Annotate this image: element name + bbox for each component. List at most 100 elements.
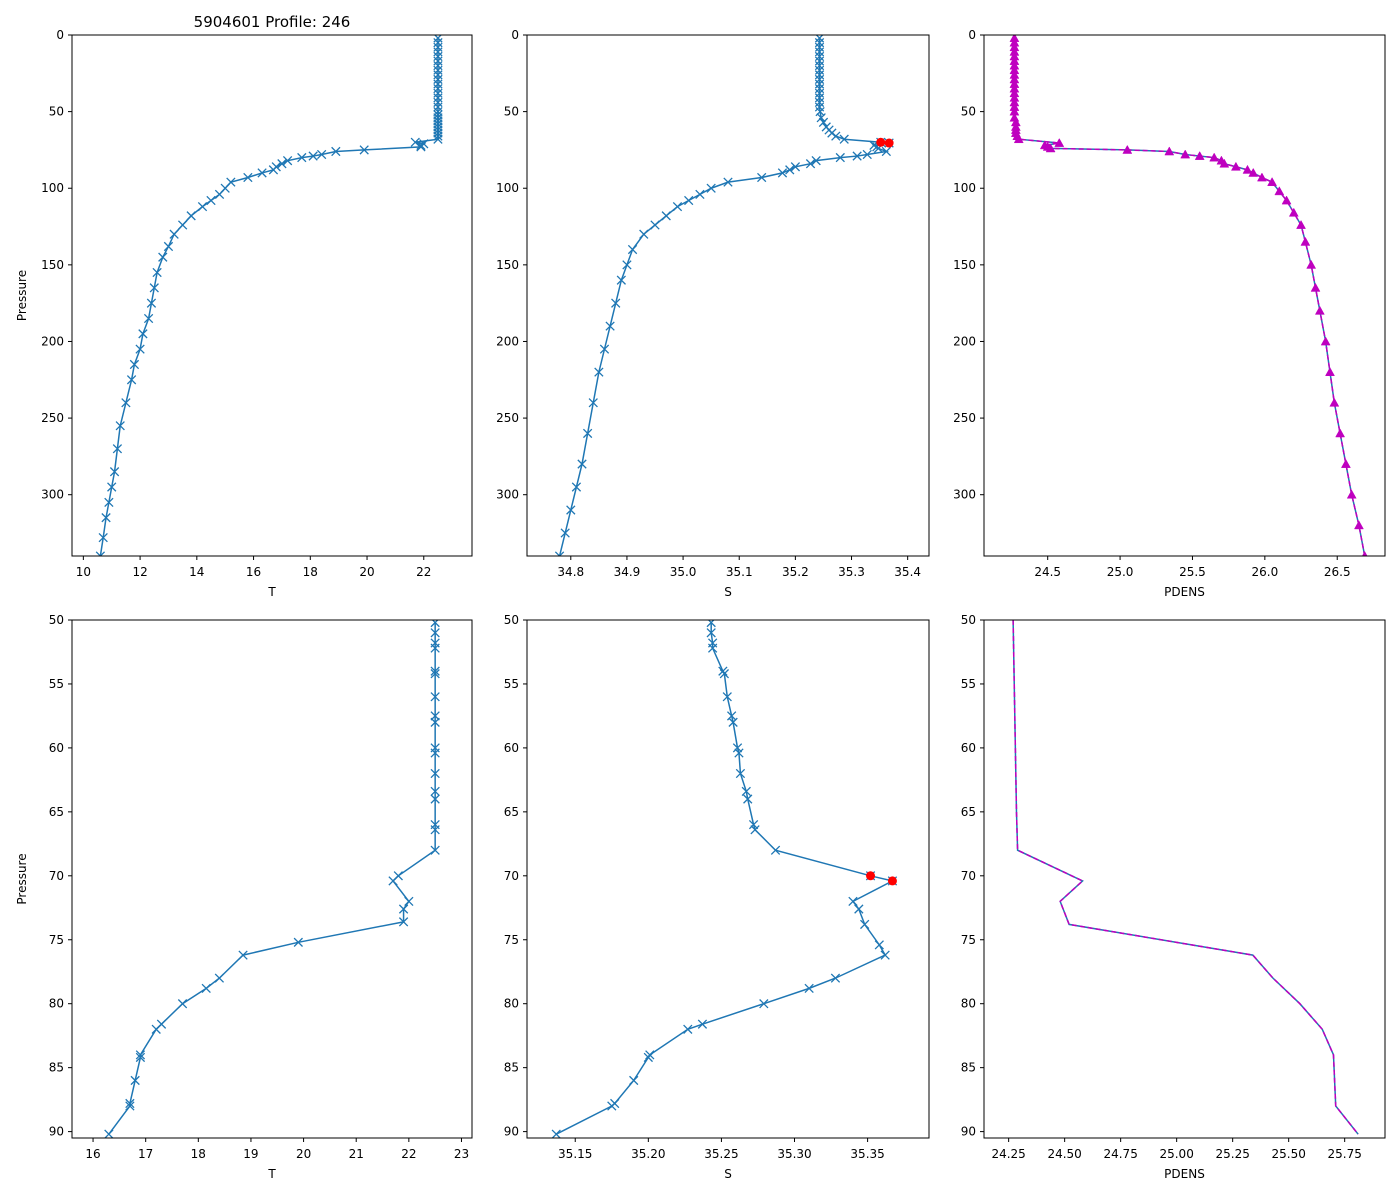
y-tick-label: 55 bbox=[49, 677, 64, 691]
x-marker bbox=[430, 794, 440, 804]
x-tick-label: 26.0 bbox=[1251, 565, 1278, 579]
x-marker bbox=[880, 950, 890, 960]
x-tick-label: 35.4 bbox=[894, 565, 921, 579]
x-marker bbox=[852, 151, 862, 161]
x-marker bbox=[607, 1101, 617, 1111]
x-tick-label: 20 bbox=[296, 1147, 311, 1161]
triangle-marker bbox=[1346, 489, 1357, 499]
x-marker bbox=[104, 1129, 114, 1138]
y-tick-label: 100 bbox=[496, 181, 519, 195]
plot-area bbox=[551, 620, 898, 1138]
y-tick-label: 150 bbox=[496, 258, 519, 272]
y-tick-label: 80 bbox=[49, 997, 64, 1011]
x-marker bbox=[566, 505, 576, 515]
triangle-marker bbox=[1314, 305, 1325, 315]
x-tick-label: 25.75 bbox=[1327, 1147, 1361, 1161]
x-tick-label: 25.50 bbox=[1271, 1147, 1305, 1161]
y-tick-label: 100 bbox=[953, 181, 976, 195]
x-marker bbox=[770, 845, 781, 855]
y-tick-label: 70 bbox=[961, 869, 976, 883]
x-marker bbox=[430, 845, 440, 855]
x-marker bbox=[238, 950, 248, 960]
series-line-T bbox=[108, 622, 436, 1135]
x-marker bbox=[297, 152, 307, 163]
x-marker bbox=[551, 1129, 561, 1138]
x-marker bbox=[616, 275, 626, 285]
x-tick-label: 18 bbox=[303, 565, 318, 579]
y-tick-label: 100 bbox=[41, 181, 64, 195]
series-dashed-PDENS bbox=[1013, 38, 1366, 556]
triangle-marker bbox=[1257, 172, 1267, 182]
x-marker bbox=[814, 47, 825, 57]
x-tick-label: 35.30 bbox=[777, 1147, 811, 1161]
x-marker bbox=[257, 168, 267, 178]
x-marker bbox=[430, 786, 440, 797]
triangle-marker bbox=[1320, 336, 1331, 346]
x-tick-label: 12 bbox=[132, 565, 147, 579]
x-marker bbox=[605, 321, 615, 331]
x-marker bbox=[661, 211, 671, 221]
x-marker bbox=[622, 260, 632, 270]
axes-frame bbox=[526, 619, 930, 1139]
x-marker bbox=[874, 940, 884, 950]
series-line-PDENS bbox=[1012, 620, 1359, 1135]
y-tick-label: 50 bbox=[961, 105, 976, 119]
x-marker bbox=[814, 60, 825, 71]
x-marker bbox=[735, 768, 746, 779]
x-marker bbox=[143, 313, 154, 324]
axes-frame bbox=[526, 34, 930, 557]
x-tick-label: 35.3 bbox=[838, 565, 865, 579]
x-marker bbox=[719, 669, 730, 679]
y-tick-label: 0 bbox=[968, 28, 976, 42]
x-tick-label: 21 bbox=[349, 1147, 364, 1161]
plot-area bbox=[554, 35, 894, 556]
triangle-marker bbox=[1267, 177, 1278, 186]
x-marker bbox=[430, 825, 440, 835]
x-marker bbox=[98, 532, 108, 543]
x-marker bbox=[433, 47, 443, 57]
x-tick-label: 18 bbox=[191, 1147, 206, 1161]
x-marker bbox=[728, 717, 738, 727]
x-marker bbox=[830, 973, 841, 983]
x-marker bbox=[201, 983, 211, 994]
x-marker bbox=[697, 1019, 708, 1029]
x-tick-label: 23 bbox=[454, 1147, 469, 1161]
x-marker bbox=[639, 229, 649, 239]
y-tick-label: 55 bbox=[504, 677, 519, 691]
x-marker bbox=[430, 768, 440, 779]
y-tick-label: 65 bbox=[49, 805, 64, 819]
x-marker bbox=[814, 51, 825, 62]
x-marker bbox=[723, 177, 733, 187]
x-marker bbox=[790, 162, 801, 172]
y-tick-label: 150 bbox=[953, 258, 976, 272]
triangle-marker bbox=[1209, 152, 1220, 162]
x-marker bbox=[416, 140, 426, 150]
x-marker bbox=[785, 165, 795, 175]
x-marker bbox=[126, 375, 137, 385]
x-marker bbox=[743, 794, 753, 804]
triangle-marker bbox=[1248, 167, 1259, 177]
y-tick-label: 50 bbox=[961, 613, 976, 627]
x-marker bbox=[582, 428, 593, 439]
x-marker bbox=[151, 1024, 161, 1034]
x-tick-label: 25.00 bbox=[1159, 1147, 1193, 1161]
y-tick-label: 250 bbox=[496, 411, 519, 425]
axes-frame bbox=[983, 619, 1386, 1139]
x-marker bbox=[814, 79, 825, 89]
x-marker bbox=[814, 97, 825, 108]
x-marker bbox=[860, 919, 870, 930]
y-tick-label: 150 bbox=[41, 258, 64, 272]
triangle-marker bbox=[1340, 459, 1351, 468]
x-marker bbox=[433, 38, 443, 48]
x-marker bbox=[818, 117, 829, 128]
series-line-PDENS bbox=[1013, 38, 1366, 556]
x-marker bbox=[732, 743, 743, 753]
y-tick-label: 200 bbox=[953, 334, 976, 348]
axes-frame bbox=[71, 34, 473, 557]
x-tick-label: 25.25 bbox=[1215, 1147, 1249, 1161]
x-marker bbox=[814, 83, 825, 94]
x-marker bbox=[684, 195, 694, 206]
x-marker bbox=[430, 620, 440, 628]
x-marker bbox=[125, 1101, 135, 1111]
panel-top-left: 10 12 14 16 18 20 22 0 50 100 150 200 250 300 T Pressur… bbox=[15, 13, 473, 599]
